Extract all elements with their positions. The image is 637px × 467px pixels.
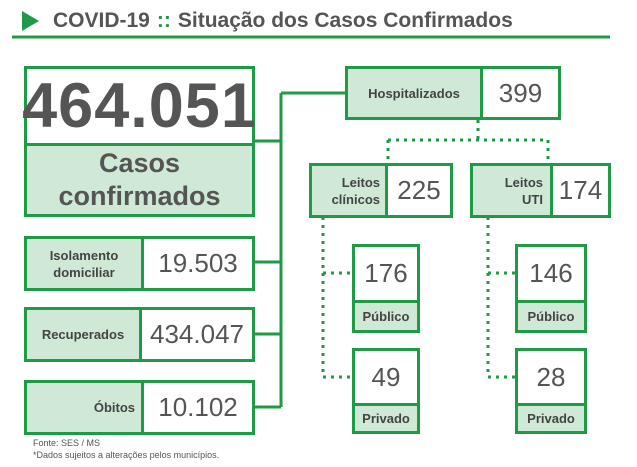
clinical-beds-block: Leitos clínicos 225 (309, 163, 453, 218)
header-title-main: COVID-19 (53, 9, 150, 32)
clinical-label: Leitos clínicos (331, 174, 380, 207)
header-title-rest: Situação dos Casos Confirmados (177, 9, 513, 32)
icu-label-box: Leitos UTI (473, 166, 553, 215)
header-title-sep: :: (156, 9, 171, 32)
isolation-label-box: Isolamento domiciliar (27, 239, 144, 288)
footer-note: *Dados sujeitos a alterações pelos munic… (33, 450, 220, 460)
clinical-value-box: 225 (388, 166, 450, 215)
clinical-value: 225 (397, 175, 441, 205)
deaths-value-box: 10.102 (144, 383, 252, 432)
cases-value: 464.051 (22, 69, 256, 143)
icu-label: Leitos UTI (504, 174, 543, 207)
clinical-public-value-box: 176 (355, 247, 417, 300)
clinical-private-label-box: Privado (355, 403, 417, 431)
icu-value: 174 (558, 175, 603, 205)
recovered-label: Recuperados (41, 327, 125, 342)
icu-public-block: 146 Público (515, 244, 587, 333)
icu-public-label-box: Público (518, 300, 584, 330)
isolation-value-box: 19.503 (144, 239, 252, 288)
icu-private-label: Privado (527, 411, 575, 426)
clinical-public-block: 176 Público (352, 244, 420, 333)
recovered-value: 434.047 (150, 319, 244, 349)
deaths-label-box: Óbitos (27, 383, 144, 432)
clinical-private-value: 49 (371, 361, 401, 392)
clinical-label-box: Leitos clínicos (312, 166, 388, 215)
clinical-public-label-box: Público (355, 300, 417, 330)
deaths-label: Óbitos (93, 400, 135, 415)
cases-value-text: 464.051 (22, 71, 257, 141)
deaths-value: 10.102 (158, 392, 238, 422)
clinical-public-label: Público (362, 309, 410, 324)
icu-private-value: 28 (536, 361, 566, 392)
hospitalized-label-box: Hospitalizados (348, 69, 483, 117)
clinical-private-block: 49 Privado (352, 348, 420, 434)
isolation-label: Isolamento domiciliar (49, 247, 119, 280)
clinical-private-value-box: 49 (355, 351, 417, 403)
hospitalized-value-box: 399 (483, 69, 558, 117)
header: COVID-19 :: Situação dos Casos Confirmad… (22, 6, 622, 36)
footer-source: Fonte: SES / MS (33, 438, 101, 448)
recovered-label-box: Recuperados (27, 310, 142, 359)
icu-public-label: Público (527, 309, 575, 324)
hospitalized-block: Hospitalizados 399 (345, 66, 561, 120)
cases-label: Casos confirmados (58, 148, 221, 211)
icu-beds-block: Leitos UTI 174 (470, 163, 611, 218)
hospitalized-value: 399 (498, 77, 543, 108)
isolation-value: 19.503 (158, 248, 238, 278)
clinical-public-value: 176 (364, 258, 408, 288)
icu-private-label-box: Privado (518, 403, 584, 431)
icu-private-block: 28 Privado (515, 348, 587, 434)
clinical-private-label: Privado (362, 411, 410, 426)
recovered-block: Recuperados 434.047 (24, 307, 255, 362)
isolation-block: Isolamento domiciliar 19.503 (24, 236, 255, 291)
play-arrow-icon (22, 11, 39, 31)
icu-public-value: 146 (529, 258, 573, 288)
icu-public-value-box: 146 (518, 247, 584, 300)
icu-private-value-box: 28 (518, 351, 584, 403)
icu-value-box: 174 (553, 166, 608, 215)
recovered-value-box: 434.047 (142, 310, 252, 359)
cases-block: 464.051 Casos confirmados (22, 66, 256, 217)
deaths-block: Óbitos 10.102 (24, 380, 255, 435)
cases-label-box: Casos confirmados (27, 143, 252, 214)
hospitalized-label: Hospitalizados (368, 85, 460, 101)
